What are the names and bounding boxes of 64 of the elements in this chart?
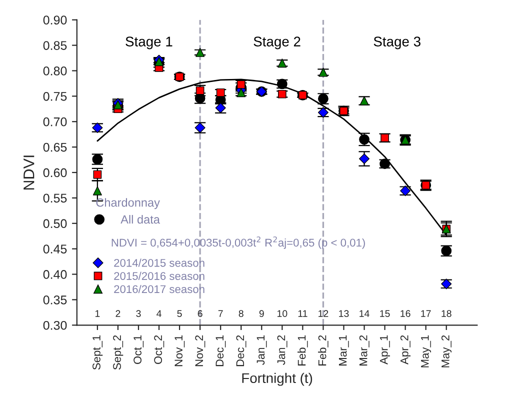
x2-tick-label: 15 (380, 310, 390, 318)
x2-tick-label: 3 (136, 310, 141, 318)
annotation: Stage 2 (254, 36, 300, 50)
x-tick-label: Feb_2 (318, 335, 328, 366)
x2-tick-label: 5 (177, 310, 182, 318)
x2-tick-label: 6 (198, 310, 202, 318)
x-tick-label: Apr_2 (400, 335, 410, 364)
annotation: NDVI = 0,654+0,0035t-0,003t$^{2}$ R$^{2}$aj=0,65 (p < 0,01) (112, 236, 365, 249)
y-tick-label: 0.65 (43, 142, 67, 152)
x2-tick-label: 14 (360, 310, 370, 317)
point (359, 154, 370, 164)
y-tick-label: 0.60 (43, 168, 67, 178)
y-tick-label: 0.55 (43, 194, 67, 203)
y-tick-label: 0.90 (43, 16, 67, 24)
x2-tick-label: 17 (421, 310, 431, 317)
point (92, 186, 102, 196)
x-tick-label: Mar_2 (359, 335, 370, 366)
x2-tick-label: 11 (298, 310, 308, 317)
point (278, 90, 286, 98)
x-tick-label: Apr_1 (380, 335, 390, 364)
y-tick-label: 0.30 (43, 320, 67, 330)
legend-title: Chardonnay (96, 198, 160, 210)
y-tick-label: 0.85 (43, 41, 67, 50)
y-tick-label: 0.75 (43, 92, 67, 101)
x-tick-label: Jan_1 (256, 335, 267, 365)
x2-tick-label: 16 (400, 310, 410, 318)
annotation: Stage 1 (126, 36, 172, 50)
x2-tick-label: 13 (339, 310, 349, 318)
x-tick-label: Jan_2 (277, 335, 288, 365)
y-tick-label: 0.45 (43, 244, 67, 254)
legend-label: 2014/2015 season (114, 258, 204, 267)
legend-label: All data (120, 214, 160, 224)
x2-tick-label: 7 (218, 310, 223, 317)
x-tick-label: Nov_1 (174, 335, 185, 366)
x2-tick-label: 18 (442, 310, 452, 318)
y-tick-label: 0.35 (43, 296, 67, 304)
y-tick-label: 0.70 (43, 117, 67, 126)
x-tick-label: Nov_2 (195, 335, 206, 366)
y-axis-title: NDVI (24, 156, 34, 190)
x-tick-label: May_2 (441, 335, 452, 368)
point (216, 88, 225, 97)
x2-tick-label: 8 (238, 310, 244, 318)
point (196, 48, 205, 57)
x2-tick-label: 1 (95, 310, 100, 317)
y-tick-label: 0.40 (43, 270, 67, 279)
x2-tick-label: 4 (156, 310, 162, 317)
x-tick-label: Sept_1 (92, 335, 103, 370)
x2-tick-label: 9 (259, 310, 264, 318)
x-tick-label: May_1 (421, 335, 432, 368)
x-tick-label: Oct_1 (134, 335, 144, 364)
annotation: Stage 3 (374, 36, 420, 50)
x2-tick-label: 2 (116, 310, 120, 317)
y-tick-label: 0.80 (43, 66, 67, 76)
x2-tick-label: 10 (278, 310, 288, 318)
x2-tick-label: 12 (318, 310, 328, 317)
x-tick-label: Dec_2 (236, 335, 246, 366)
x-axis-title: Fortnight (t) (242, 372, 312, 386)
x-tick-label: Mar_1 (338, 335, 349, 366)
x-tick-label: Oct_2 (154, 335, 164, 364)
legend-label: 2016/2017 season (114, 284, 204, 294)
x-tick-label: Dec_1 (216, 335, 226, 366)
y-tick-label: 0.50 (43, 219, 67, 228)
x-tick-label: Sept_2 (113, 335, 124, 370)
x-tick-label: Feb_1 (298, 335, 308, 366)
